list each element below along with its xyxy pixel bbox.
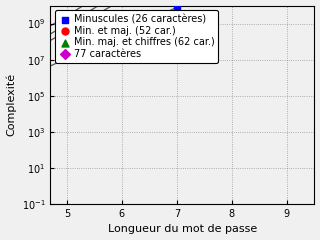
X-axis label: Longueur du mot de passe: Longueur du mot de passe xyxy=(108,224,257,234)
Min. maj. et chiffres (62 car.) xyxy=(64,22,69,26)
Legend: Minuscules (26 caractères), Min. et maj. (52 car.), Min. maj. et chiffres (62 ca: Minuscules (26 caractères), Min. et maj.… xyxy=(55,10,218,63)
Minuscules (26 caractères) xyxy=(119,31,124,35)
Minuscules (26 caractères) xyxy=(174,5,180,9)
Min. et maj. (52 car.) xyxy=(119,0,124,2)
Y-axis label: Complexité: Complexité xyxy=(5,73,16,136)
Minuscules (26 caractères) xyxy=(64,56,69,60)
77 caractères xyxy=(64,14,69,18)
Min. et maj. (52 car.) xyxy=(64,29,69,33)
